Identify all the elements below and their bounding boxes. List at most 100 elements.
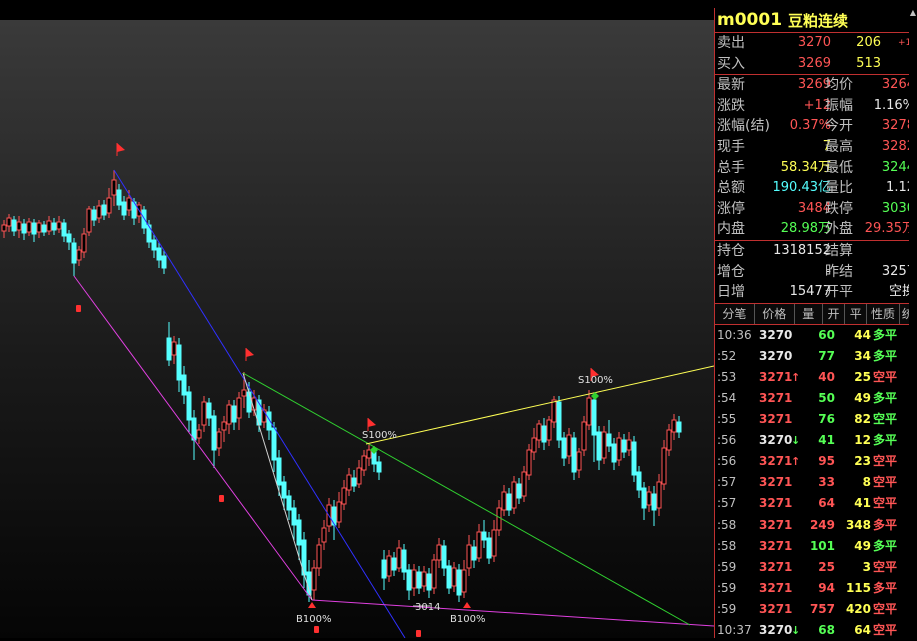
- tick-nature: 空平: [873, 623, 898, 638]
- candle-up: [106, 197, 112, 214]
- quote-label: 总额: [717, 180, 745, 197]
- signal-marker[interactable]: [219, 495, 224, 502]
- quote-value: 3257: [881, 263, 915, 279]
- symbol-header[interactable]: m0001 豆粕连续: [715, 8, 917, 33]
- candle-up: [396, 547, 402, 569]
- tick-time: :55: [717, 412, 737, 427]
- candle-down: [376, 461, 382, 473]
- candle-up: [201, 401, 207, 426]
- candle-down: [556, 401, 562, 441]
- candle-down: [676, 421, 682, 433]
- tick-row[interactable]: :58 3271 101 49 多平: [715, 536, 917, 557]
- tick-row[interactable]: :59 3271 94 115 多平: [715, 578, 917, 599]
- tick-volume: 249: [809, 517, 835, 532]
- quote-value: 空换: [888, 284, 915, 300]
- quote-row: 买入 3269 513: [715, 54, 917, 76]
- symbol-code: m0001: [717, 10, 783, 30]
- flag-icon[interactable]: [116, 143, 125, 156]
- tab-1[interactable]: 价格: [755, 303, 795, 324]
- scroll-up-icon[interactable]: ▲: [909, 8, 917, 17]
- tab-5[interactable]: 性质: [867, 303, 900, 324]
- signal-marker[interactable]: [314, 626, 319, 633]
- support-line-magenta[interactable]: [311, 599, 714, 627]
- tick-row[interactable]: 10:37 3270 ↓ 68 64 空平: [715, 620, 917, 641]
- signal-marker[interactable]: [416, 630, 421, 637]
- tick-row[interactable]: :53 3271 ↑ 40 25 空平: [715, 367, 917, 388]
- quote-row: 总手 58.34万 最低 3244: [715, 158, 917, 179]
- quote-label: 买入: [717, 55, 745, 72]
- tick-row[interactable]: :59 3271 757 420 空平: [715, 599, 917, 620]
- quote-value: 3269: [797, 77, 831, 93]
- top-toolbar: [0, 0, 917, 20]
- candle-up: [76, 249, 82, 261]
- candle-down: [21, 223, 27, 234]
- candle-up: [221, 421, 227, 431]
- quote-label: 跌停: [825, 200, 853, 217]
- flag-icon[interactable]: [245, 348, 254, 361]
- candle-down: [641, 487, 647, 509]
- channel-line-magenta[interactable]: [73, 275, 313, 601]
- tick-price: 3271: [759, 559, 793, 574]
- tick-list[interactable]: 10:36 3270 60 44 多平:52 3270 77 34 多平:53 3271 ↑ 40 25…: [715, 325, 917, 641]
- quote-label: 卖出: [717, 35, 745, 51]
- flag-icon[interactable]: [590, 368, 599, 381]
- tick-nature: 空平: [873, 601, 898, 616]
- quote-label: 涨停: [717, 200, 745, 217]
- candle-down: [281, 481, 287, 499]
- candle-up: [566, 434, 572, 457]
- tick-row[interactable]: :58 3271 249 348 多平: [715, 515, 917, 536]
- candle-up: [526, 449, 532, 476]
- candle-down: [161, 255, 167, 269]
- tick-scrollbar[interactable]: ▲: [909, 8, 917, 638]
- tick-row[interactable]: :54 3271 50 49 多平: [715, 388, 917, 409]
- candle-up: [466, 544, 472, 569]
- candle-up: [171, 341, 177, 356]
- tick-row[interactable]: :57 3271 64 41 空平: [715, 493, 917, 514]
- tab-0[interactable]: 分笔: [715, 303, 755, 324]
- tick-row[interactable]: :56 3270 ↓ 41 12 多平: [715, 430, 917, 451]
- tick-row[interactable]: :56 3271 ↑ 95 23 空平: [715, 451, 917, 472]
- tick-row[interactable]: :52 3270 77 34 多平: [715, 346, 917, 367]
- tick-row[interactable]: 10:36 3270 60 44 多平: [715, 325, 917, 346]
- kline-chart[interactable]: S100% S100% B100% B100% 3014: [0, 20, 714, 638]
- tick-open: 44: [854, 327, 871, 342]
- quote-change: +11: [898, 38, 917, 48]
- quote-volume: 513: [856, 55, 881, 71]
- tick-volume: 25: [818, 559, 835, 574]
- candle-up: [551, 399, 557, 423]
- candle-down: [291, 507, 297, 526]
- candle-down: [121, 201, 127, 216]
- flag-icon[interactable]: [367, 418, 376, 431]
- tick-row[interactable]: :55 3271 76 82 空平: [715, 409, 917, 430]
- candle-down: [116, 189, 122, 206]
- tick-time: :59: [717, 559, 737, 574]
- buy-arrow-icon: [308, 602, 316, 608]
- tab-4[interactable]: 平: [845, 303, 868, 324]
- trend-line-yellow[interactable]: [365, 365, 714, 445]
- tick-row[interactable]: :57 3271 33 8 空平: [715, 472, 917, 493]
- quote-row: 涨幅(结) 0.37% 今开 3278: [715, 116, 917, 137]
- tick-open: 82: [854, 412, 871, 427]
- tick-open: 34: [854, 348, 871, 363]
- candle-down: [516, 483, 522, 499]
- candle-up: [16, 221, 22, 231]
- signal-marker[interactable]: [76, 305, 81, 312]
- tick-nature: 空平: [873, 454, 898, 469]
- tab-3[interactable]: 开: [823, 303, 846, 324]
- chart-canvas[interactable]: S100% S100% B100% B100% 3014: [0, 20, 714, 638]
- tick-volume: 64: [818, 496, 835, 511]
- resistance-line-green[interactable]: [242, 372, 691, 626]
- retrace-line-white[interactable]: [242, 372, 313, 601]
- candle-up: [311, 567, 317, 591]
- candle-up: [671, 419, 677, 433]
- tab-2[interactable]: 量: [795, 303, 823, 324]
- candle-up: [81, 233, 87, 253]
- candle-down: [391, 557, 397, 571]
- candle-down: [296, 519, 302, 546]
- tick-row[interactable]: :59 3271 25 3 空平: [715, 557, 917, 578]
- candle-up: [546, 419, 552, 441]
- tick-tabs: 分笔 价格量开平性质统: [715, 302, 917, 325]
- tick-price: 3270: [759, 348, 793, 363]
- channel-line-blue[interactable]: [113, 169, 406, 638]
- tick-time: :56: [717, 433, 737, 448]
